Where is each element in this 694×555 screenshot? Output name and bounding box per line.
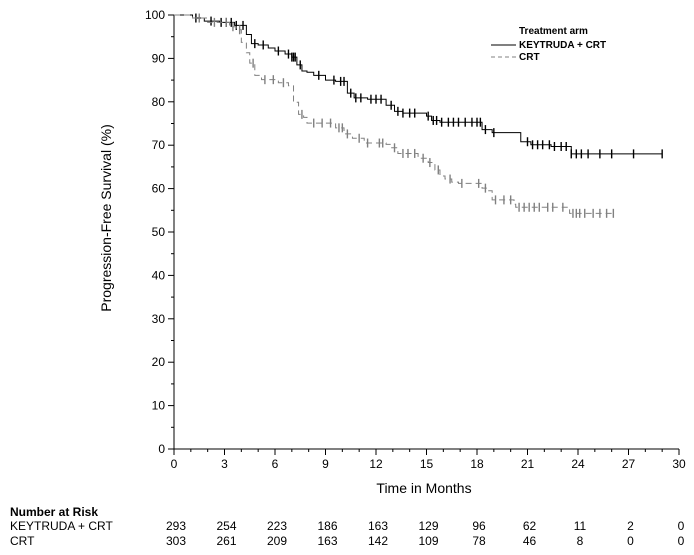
risk-value: 109 — [418, 534, 438, 548]
risk-value: 254 — [216, 519, 236, 533]
x-tick-label: 6 — [272, 457, 279, 471]
y-tick-label: 50 — [152, 225, 166, 239]
risk-value: 0 — [678, 519, 685, 533]
risk-value: 186 — [317, 519, 337, 533]
y-tick-label: 70 — [152, 138, 166, 152]
legend-title: Treatment arm — [519, 26, 588, 37]
risk-value: 8 — [577, 534, 584, 548]
y-tick-label: 30 — [152, 312, 166, 326]
x-tick-label: 30 — [672, 457, 686, 471]
risk-value: 0 — [678, 534, 685, 548]
risk-value: 96 — [472, 519, 486, 533]
risk-value: 209 — [267, 534, 287, 548]
legend: Treatment arm KEYTRUDA + CRT CRT — [491, 26, 606, 63]
y-tick-label: 60 — [152, 182, 166, 196]
risk-value: 62 — [523, 519, 537, 533]
risk-value: 163 — [368, 519, 388, 533]
risk-value: 223 — [267, 519, 287, 533]
x-tick-label: 27 — [622, 457, 636, 471]
y-tick-label: 40 — [152, 268, 166, 282]
legend-label-crt: CRT — [519, 52, 540, 63]
risk-value: 129 — [418, 519, 438, 533]
risk-value: 2 — [627, 519, 634, 533]
x-tick-label: 12 — [369, 457, 383, 471]
risk-row-label-keytruda-crt: KEYTRUDA + CRT — [10, 519, 113, 533]
risk-table-header: Number at Risk — [10, 505, 98, 519]
x-tick-label: 9 — [322, 457, 329, 471]
survival-curves — [174, 13, 663, 218]
risk-value: 303 — [166, 534, 186, 548]
risk-value: 261 — [216, 534, 236, 548]
x-tick-label: 24 — [571, 457, 585, 471]
series-line-keytruda-crt — [174, 14, 663, 155]
x-tick-label: 3 — [221, 457, 228, 471]
x-axis-label: Time in Months — [376, 480, 471, 496]
x-tick-label: 18 — [470, 457, 484, 471]
y-tick-label: 20 — [152, 355, 166, 369]
risk-value: 293 — [166, 519, 186, 533]
risk-value: 142 — [368, 534, 388, 548]
risk-value: 78 — [472, 534, 486, 548]
series-line-crt — [174, 14, 614, 214]
risk-row-label-crt: CRT — [10, 534, 35, 548]
legend-label-keytruda-crt: KEYTRUDA + CRT — [519, 40, 606, 51]
risk-value: 0 — [627, 534, 634, 548]
y-axis-label: Progression-Free Survival (%) — [98, 124, 114, 312]
axes: 0 10 20 30 40 50 60 70 80 90 100 0 3 6 9 12 15 18 21 24 27 30 — [145, 8, 686, 471]
y-tick-label: 10 — [152, 399, 166, 413]
y-tick-label: 100 — [145, 8, 165, 22]
x-tick-label: 15 — [420, 457, 434, 471]
y-tick-label: 80 — [152, 95, 166, 109]
y-tick-label: 0 — [158, 442, 165, 456]
risk-table: Number at Risk KEYTRUDA + CRT CRT 293 254… — [10, 505, 685, 548]
risk-value: 46 — [523, 534, 537, 548]
risk-value: 163 — [317, 534, 337, 548]
x-tick-label: 0 — [171, 457, 178, 471]
risk-value: 11 — [574, 519, 587, 533]
y-tick-label: 90 — [152, 51, 166, 65]
x-tick-label: 21 — [521, 457, 535, 471]
